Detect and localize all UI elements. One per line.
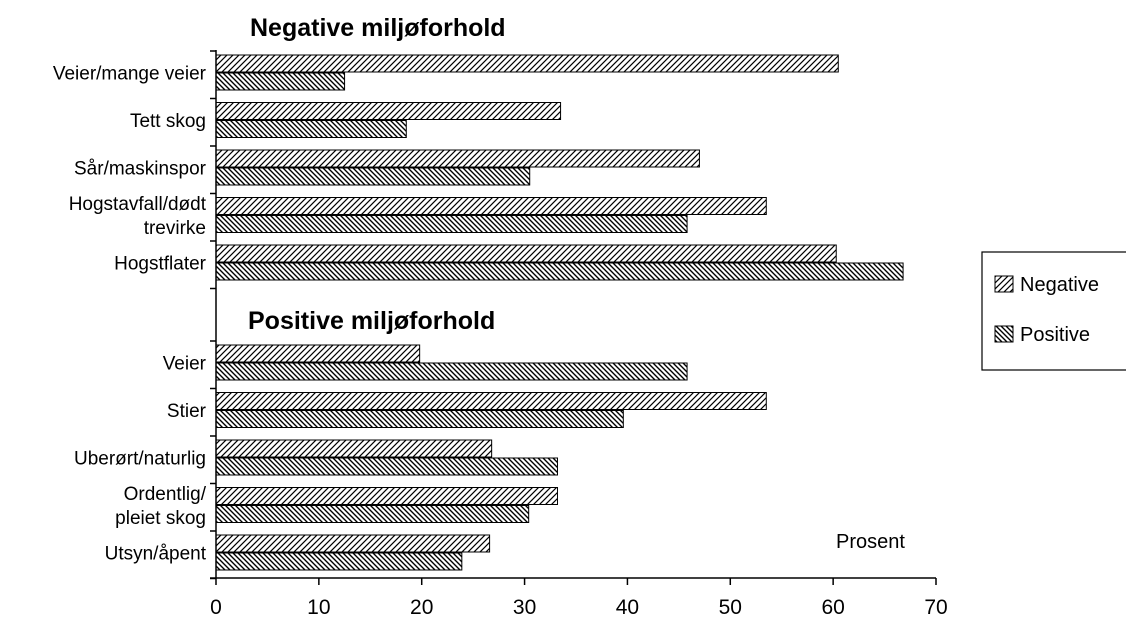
bar-positive-g1-c1 (215, 410, 624, 428)
category-label: Utsyn/åpent (105, 544, 207, 565)
bar-positive-g1-c2 (215, 457, 558, 476)
legend-label-negative: Negative (1020, 274, 1099, 296)
bar-negative-g1-c4 (215, 534, 491, 553)
bar-negative-g0-c2 (215, 149, 700, 168)
bar-positive-g0-c2 (215, 167, 531, 186)
x-axis-ticks: 0 10 20 30 40 50 60 70 (210, 578, 948, 619)
y-axis (210, 50, 217, 580)
x-tick-label: 20 (410, 596, 433, 619)
bar-positive-g0-c1 (215, 120, 407, 138)
bar-negative-g1-c3 (215, 487, 558, 505)
bar-negative-g0-c3 (215, 197, 767, 215)
bar-negative-g0-c1 (215, 102, 562, 120)
bar-positive-g1-c3 (215, 505, 530, 523)
legend: Negative Positive (981, 251, 1126, 371)
chart-title-positive: Positive miljøforhold (248, 307, 495, 335)
category-label: Uberørt/naturlig (74, 449, 206, 470)
category-labels: Veier/mange veier Tett skog Sår/maskinspor… (53, 64, 207, 565)
x-tick-label: 60 (821, 596, 844, 619)
category-label: Tett skog (130, 111, 206, 132)
bar-positive-g0-c4 (215, 262, 904, 281)
legend-label-positive: Positive (1020, 324, 1090, 346)
x-tick-label: 10 (307, 596, 330, 619)
x-axis: 0 10 20 30 40 50 60 70 (210, 577, 948, 619)
x-tick-label: 70 (924, 596, 947, 619)
chart-title-negative: Negative miljøforhold (250, 14, 506, 42)
x-tick-label: 30 (513, 596, 536, 619)
bar-negative-g0-c4 (215, 244, 837, 263)
category-label: Veier/mange veier (53, 64, 207, 85)
y-axis-ticks (210, 50, 216, 580)
bar-positive-g0-c0 (215, 72, 346, 91)
category-label: Sår/maskinspor (74, 159, 207, 180)
category-label: Hogstflater (114, 254, 207, 275)
bar-positive-g1-c0 (215, 362, 688, 381)
x-tick-label: 0 (210, 596, 222, 619)
category-label: Ordentlig/pleiet skog (115, 484, 207, 529)
bar-positive-g1-c4 (215, 552, 463, 571)
group-title-negative: Negative miljøforhold (250, 14, 506, 42)
legend-box (981, 251, 1126, 371)
bar-positive-g0-c3 (215, 215, 688, 233)
bar-negative-g1-c2 (215, 439, 493, 458)
legend-swatch-negative (994, 275, 1014, 293)
x-tick-label: 40 (616, 596, 639, 619)
x-tick-label: 50 (719, 596, 742, 619)
x-axis-unit-label: Prosent (836, 531, 905, 553)
category-label: Hogstavfall/dødt trevirke (69, 194, 207, 239)
bar-negative-g1-c1 (215, 392, 767, 410)
bar-negative-g0-c0 (215, 54, 839, 73)
category-label: Veier (163, 354, 207, 375)
category-label: Stier (167, 401, 207, 422)
legend-swatch-positive (994, 325, 1014, 343)
bar-negative-g1-c0 (215, 344, 421, 363)
